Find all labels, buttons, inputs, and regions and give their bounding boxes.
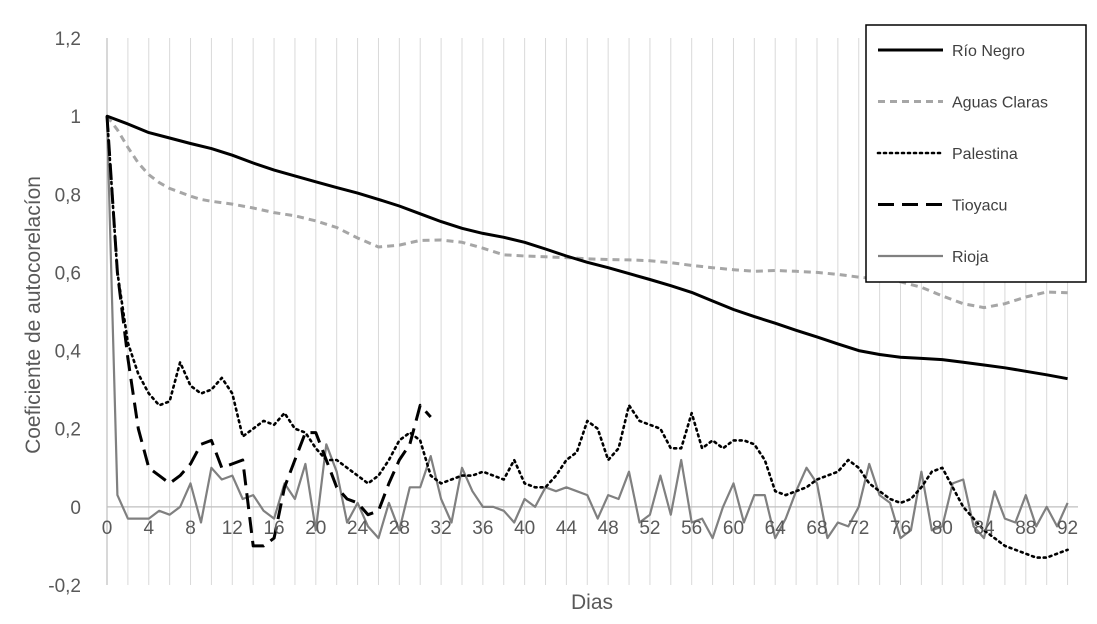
y-tick-label: 0,4 (55, 342, 82, 363)
series-line (105, 116, 1069, 540)
y-tick-label: 1 (70, 107, 81, 128)
x-tick-label: 16 (263, 518, 284, 539)
x-tick-label: 88 (1015, 518, 1036, 539)
series-line (105, 114, 1069, 559)
series-lines (105, 114, 1069, 559)
y-tick-label: -0,2 (48, 576, 81, 597)
y-tick-label: 0,6 (55, 263, 81, 284)
y-tick-label: 1,2 (55, 29, 81, 50)
x-tick-label: 84 (973, 518, 995, 539)
legend-label: Tioyacu (952, 198, 1007, 215)
y-tick-label: 0,2 (55, 420, 81, 441)
series-line (106, 114, 1068, 381)
legend-label: Palestina (952, 146, 1018, 163)
x-tick-label: 32 (431, 518, 452, 539)
legend-label: Río Negro (952, 43, 1025, 60)
y-tick-label: 0 (70, 498, 81, 519)
x-tick-label: 80 (932, 518, 953, 539)
x-axis-title: Dias (571, 591, 613, 614)
x-tick-label: 44 (556, 518, 578, 539)
x-tick-label: 60 (723, 518, 744, 539)
x-tick-label: 40 (514, 518, 535, 539)
x-tick-label: 56 (681, 518, 702, 539)
x-tick-label: 92 (1057, 518, 1078, 539)
x-tick-label: 36 (472, 518, 493, 539)
x-tick-label: 48 (598, 518, 619, 539)
x-tick-label: 0 (102, 518, 113, 539)
tick-labels: 0 4 8 12 16 20 24 28 32 36 40 44 48 52 56 60 64 68 72 76 80 8… (48, 29, 1078, 597)
x-tick-label: 52 (639, 518, 660, 539)
legend-label: Rioja (952, 249, 989, 266)
series-line (105, 116, 432, 548)
x-tick-label: 76 (890, 518, 911, 539)
x-tick-label: 68 (806, 518, 827, 539)
legend: Río Negro Aguas Claras Palestina Tioyacu Rio… (865, 24, 1087, 283)
x-tick-label: 72 (848, 518, 869, 539)
x-tick-label: 24 (347, 518, 369, 539)
y-tick-label: 0,8 (55, 185, 81, 206)
x-tick-label: 28 (389, 518, 410, 539)
x-tick-label: 12 (222, 518, 243, 539)
x-tick-label: 8 (185, 518, 196, 539)
y-axis-title: Coeficiente de autocorelacíon (22, 176, 45, 454)
x-tick-label: 64 (765, 518, 787, 539)
legend-label: Aguas Claras (952, 95, 1048, 112)
x-tick-label: 20 (305, 518, 326, 539)
x-tick-label: 4 (143, 518, 154, 539)
